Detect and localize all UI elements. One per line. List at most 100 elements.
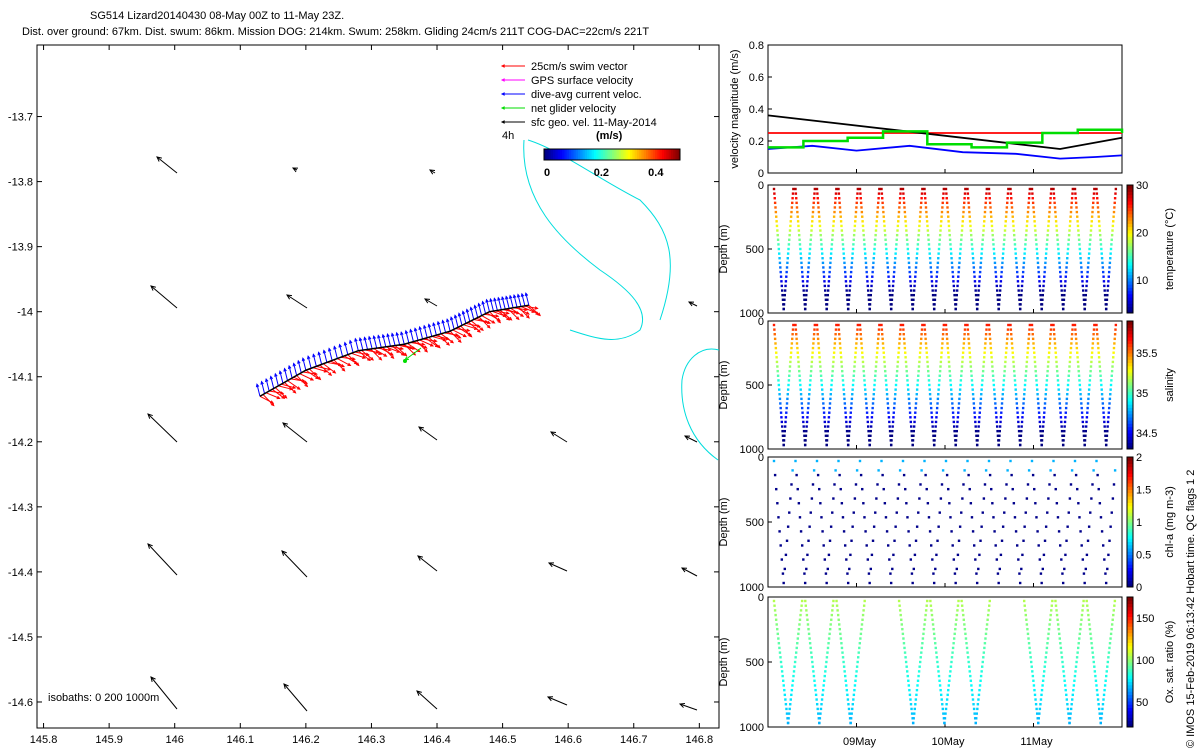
profile-data-point (782, 443, 785, 447)
profile-data-point (1056, 379, 1060, 382)
profile-data-point (1064, 688, 1067, 692)
profile-data-point (993, 397, 997, 401)
profile-data-point (947, 215, 950, 218)
profile-data-point (1030, 665, 1033, 668)
profile-data-point (991, 502, 994, 505)
profile-data-point (1039, 298, 1043, 301)
profile-data-point (1062, 674, 1066, 678)
profile-data-point (1044, 393, 1047, 396)
profile-data-point (846, 572, 849, 575)
profile-data-point (856, 187, 860, 191)
profile-data-point (876, 346, 879, 350)
profile-data-point (967, 660, 970, 664)
profile-data-point (826, 646, 830, 650)
profile-data-point (1097, 351, 1100, 354)
profile-data-point (932, 632, 936, 636)
profile-data-point (941, 342, 944, 345)
profile-data-point (1015, 544, 1019, 547)
profile-data-point (1061, 307, 1065, 311)
profile-data-point (970, 516, 974, 519)
profile-data-point (784, 420, 787, 424)
profile-data-point (894, 388, 897, 391)
profile-data-point (935, 553, 938, 557)
profile-data-point (860, 206, 863, 209)
profile-data-point (983, 346, 987, 350)
profile-data-point (1057, 530, 1061, 533)
profile-data-point (914, 406, 917, 410)
profile-data-point (784, 703, 788, 706)
profile-data-point (828, 266, 832, 269)
profile-data-point (815, 187, 819, 191)
profile-data-point (1039, 572, 1043, 575)
profile-data-point (903, 346, 907, 350)
profile-data-point (900, 618, 903, 621)
profile-data-point (817, 712, 820, 715)
profile-data-point (851, 707, 854, 711)
profile-data-point (791, 197, 794, 200)
profile-data-point (951, 402, 954, 405)
profile-data-point (1046, 229, 1050, 232)
profile-data-point (1096, 698, 1100, 701)
profile-data-point (825, 443, 828, 447)
salinity-colorbar-tick-label: 35.5 (1136, 348, 1157, 360)
profile-data-point (1087, 257, 1090, 260)
map-x-tick-label: 145.8 (30, 734, 58, 746)
profile-data-point (1109, 383, 1113, 387)
profile-data-point (870, 420, 873, 424)
profile-data-point (868, 307, 871, 311)
profile-data-point (1108, 642, 1112, 645)
profile-data-point (1046, 365, 1050, 368)
profile-data-point (841, 374, 844, 377)
profile-data-point (1009, 328, 1013, 331)
profile-data-point (1009, 192, 1013, 195)
profile-data-point (833, 342, 837, 345)
profile-data-point (778, 388, 781, 391)
profile-data-point (1005, 346, 1008, 350)
profile-data-point (921, 187, 924, 191)
profile-data-point (830, 243, 834, 246)
current-vector-arrow (367, 335, 373, 349)
profile-data-point (885, 388, 888, 391)
profile-data-point (909, 698, 912, 701)
profile-data-point (812, 333, 816, 336)
profile-data-point (818, 487, 821, 491)
profile-data-point (901, 459, 905, 463)
profile-data-point (967, 337, 970, 341)
profile-data-point (821, 397, 825, 401)
profile-data-point (810, 224, 814, 228)
profile-data-point (921, 642, 924, 645)
profile-data-point (1067, 374, 1070, 377)
profile-data-point (1029, 656, 1032, 659)
profile-data-point (1012, 360, 1015, 364)
profile-data-point (938, 243, 941, 246)
profile-data-point (1069, 356, 1072, 359)
geo-velocity-arrow (678, 702, 698, 711)
profile-data-point (1037, 275, 1041, 278)
profile-data-point (920, 469, 923, 472)
profile-data-point (929, 406, 933, 410)
profile-data-point (981, 379, 984, 382)
profile-data-point (1110, 238, 1113, 241)
profile-data-point (968, 346, 971, 350)
swim-vector-arrow (440, 333, 455, 344)
profile-data-point (980, 383, 984, 387)
map-y-tick-label: -14.5 (8, 632, 33, 644)
profile-data-point (881, 206, 885, 209)
profile-data-point (1036, 261, 1040, 265)
profile-data-point (1067, 712, 1070, 715)
temperature-colorbar-label: temperature (°C) (1164, 208, 1176, 290)
profile-data-point (902, 637, 905, 640)
profile-data-point (1109, 247, 1113, 251)
profile-data-point (878, 187, 881, 191)
profile-data-point (985, 323, 989, 327)
profile-data-point (880, 323, 883, 327)
profile-data-point (995, 284, 999, 288)
profile-data-point (1099, 717, 1102, 720)
profile-data-point (1107, 553, 1110, 557)
profile-data-point (1001, 397, 1004, 401)
profile-data-point (828, 539, 832, 542)
profile-data-point (839, 637, 843, 640)
profile-data-point (941, 333, 945, 336)
profile-data-point (800, 397, 803, 401)
profile-data-point (957, 539, 961, 542)
